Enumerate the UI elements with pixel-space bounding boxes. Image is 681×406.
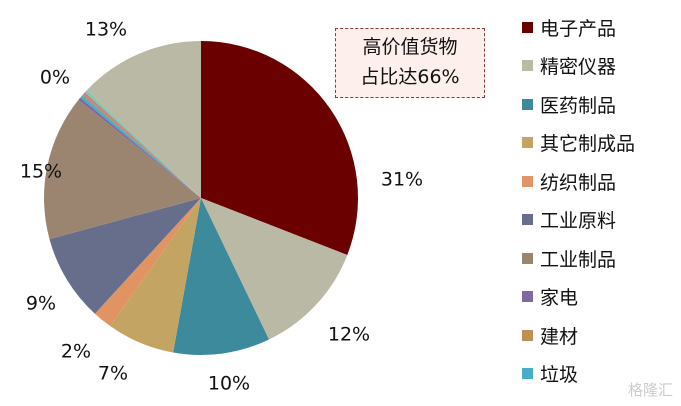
pie-slice-其它制成品	[110, 198, 201, 353]
legend-label: 建材	[540, 325, 579, 348]
legend-label: 家电	[540, 287, 579, 310]
annotation-box: 高价值货物 占比达66%	[335, 28, 485, 98]
legend-item: 垃圾	[522, 355, 635, 394]
data-label: 10%	[208, 373, 250, 395]
pie-slice	[83, 92, 201, 198]
legend-swatch	[522, 252, 533, 264]
legend-label: 精密仪器	[540, 56, 617, 79]
legend-swatch	[522, 291, 533, 303]
data-label: 7%	[98, 363, 128, 385]
legend-swatch	[522, 329, 533, 341]
data-label: 13%	[85, 19, 127, 41]
legend-item: 其它制成品	[522, 124, 635, 163]
legend-label: 工业制品	[540, 248, 617, 271]
data-label: 9%	[26, 293, 56, 315]
legend-item: 家电	[522, 278, 635, 317]
watermark: 格隆汇	[627, 381, 673, 399]
pie-slice-工业原料	[49, 198, 202, 314]
legend-item: 工业原料	[522, 201, 635, 240]
legend-swatch	[522, 98, 533, 110]
legend-item: 纺织制品	[522, 162, 635, 201]
legend-label: 医药制品	[540, 94, 617, 117]
pie-slice-垃圾	[80, 95, 201, 198]
legend-item: 医药制品	[522, 85, 635, 124]
data-label: 0%	[40, 67, 70, 89]
pie-slice-医药制品	[173, 198, 269, 355]
legend-swatch	[522, 21, 533, 33]
legend-label: 其它制成品	[540, 133, 636, 156]
legend-item: 精密仪器	[522, 47, 635, 86]
legend-swatch	[522, 60, 533, 72]
data-label: 31%	[381, 169, 423, 191]
legend-swatch	[522, 175, 533, 187]
legend-item: 建材	[522, 316, 635, 355]
legend-label: 垃圾	[540, 364, 579, 387]
pie-slice-电子产品	[201, 41, 358, 255]
legend-label: 电子产品	[540, 17, 617, 40]
pie-slice	[84, 90, 201, 198]
pie-slice-纺织制品	[94, 198, 201, 327]
legend-swatch	[522, 214, 533, 226]
legend-item: 工业制品	[522, 239, 635, 278]
data-label: 12%	[328, 324, 370, 346]
pie-slice-家电	[78, 97, 201, 198]
pie-slice-建材	[82, 93, 201, 198]
data-label: 15%	[20, 161, 62, 183]
pie-slice-精密仪器	[201, 198, 348, 340]
legend-label: 工业原料	[540, 210, 617, 233]
pie-slice	[86, 41, 201, 198]
legend: 电子产品精密仪器医药制品其它制成品纺织制品工业原料工业制品家电建材垃圾	[522, 8, 635, 393]
data-label: 2%	[61, 341, 91, 363]
legend-swatch	[522, 137, 533, 149]
legend-label: 纺织制品	[540, 171, 617, 194]
annotation-line1: 高价值货物	[362, 36, 458, 58]
annotation-line2: 占比达66%	[360, 66, 460, 88]
legend-swatch	[522, 368, 533, 380]
pie-slice-工业制品	[44, 99, 201, 240]
legend-item: 电子产品	[522, 8, 635, 47]
